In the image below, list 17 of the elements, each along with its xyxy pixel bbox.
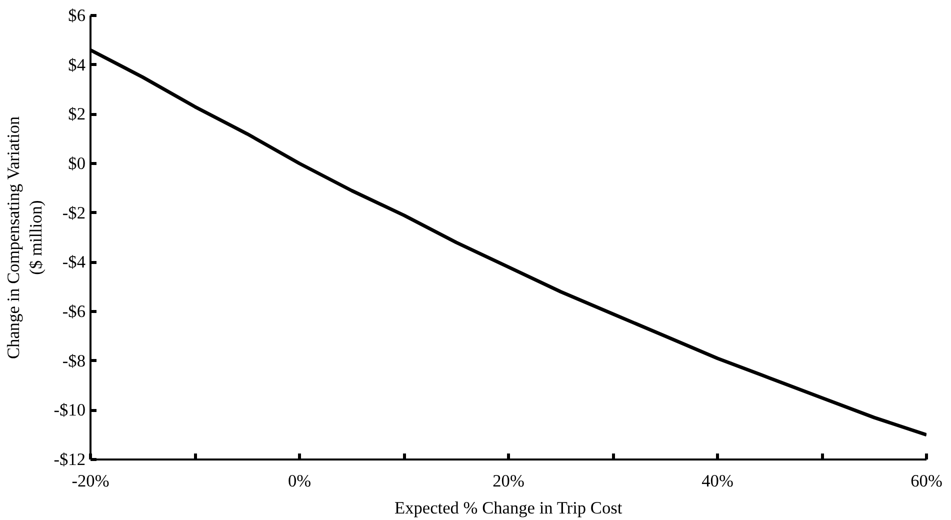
y-tick-label: $2 [68,104,86,124]
x-tick-label: 60% [910,472,942,490]
y-axis-title: Change in Compensating Variation ($ million) [4,116,46,360]
y-tick-label: $0 [68,154,86,173]
x-tick-label: 20% [492,472,524,490]
y-tick-label: $6 [68,6,86,25]
y-tick-label: -$6 [62,302,86,321]
x-tick-label: -20% [72,472,110,490]
x-tick-label: 40% [702,472,734,490]
x-tick-label: 0% [288,472,312,490]
y-tick-label: -$10 [54,400,86,420]
y-tick-label: -$12 [54,450,86,469]
x-axis-title: Expected % Change in Trip Cost [394,498,622,518]
y-tick-label: $4 [68,55,86,74]
y-tick-label: -$4 [62,252,86,272]
y-tick-label: -$2 [62,203,86,222]
y-tick-label: -$8 [62,351,86,370]
